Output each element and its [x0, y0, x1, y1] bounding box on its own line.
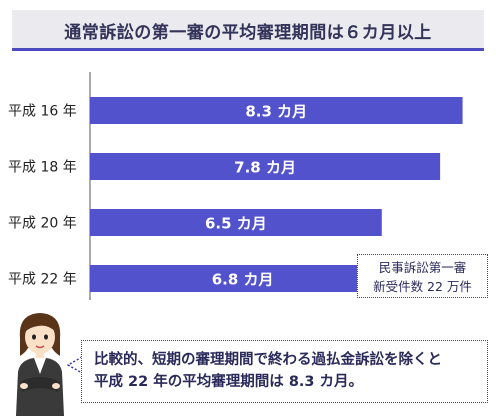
comment-line-1: 比較的、短期の審理期間で終わる過払金訴訟を除くと — [94, 352, 442, 368]
bar-value-label: 6.8 カ月 — [212, 271, 274, 289]
category-label: 平成 18 年 — [8, 160, 77, 176]
bar — [90, 153, 441, 180]
note-line-2: 新受件数 22 万件 — [373, 279, 472, 294]
bar — [90, 209, 382, 236]
bar — [90, 97, 463, 124]
comment-line-2: 平成 22 年の平均審理期間は 8.3 カ月。 — [94, 374, 364, 390]
title-bar: 通常訴訟の第一審の平均審理期間は６カ月以上 — [12, 10, 484, 51]
note-box: 民事訴訟第一審 新受件数 22 万件 — [357, 254, 488, 298]
category-label: 平成 22 年 — [8, 272, 77, 288]
bar-value-label: 6.5 カ月 — [205, 215, 267, 233]
category-label: 平成 20 年 — [8, 216, 77, 232]
bar — [90, 265, 396, 292]
bar-value-label: 8.3 カ月 — [245, 103, 307, 121]
bar-value-label: 7.8 カ月 — [234, 159, 296, 177]
category-label: 平成 16 年 — [8, 104, 77, 120]
comment-box: 比較的、短期の審理期間で終わる過払金訴訟を除くと 平成 22 年の平均審理期間は… — [81, 340, 488, 403]
businesswoman-icon — [16, 313, 64, 416]
note-line-1: 民事訴訟第一審 — [378, 260, 467, 275]
chart-title: 通常訴訟の第一審の平均審理期間は６カ月以上 — [64, 23, 432, 43]
